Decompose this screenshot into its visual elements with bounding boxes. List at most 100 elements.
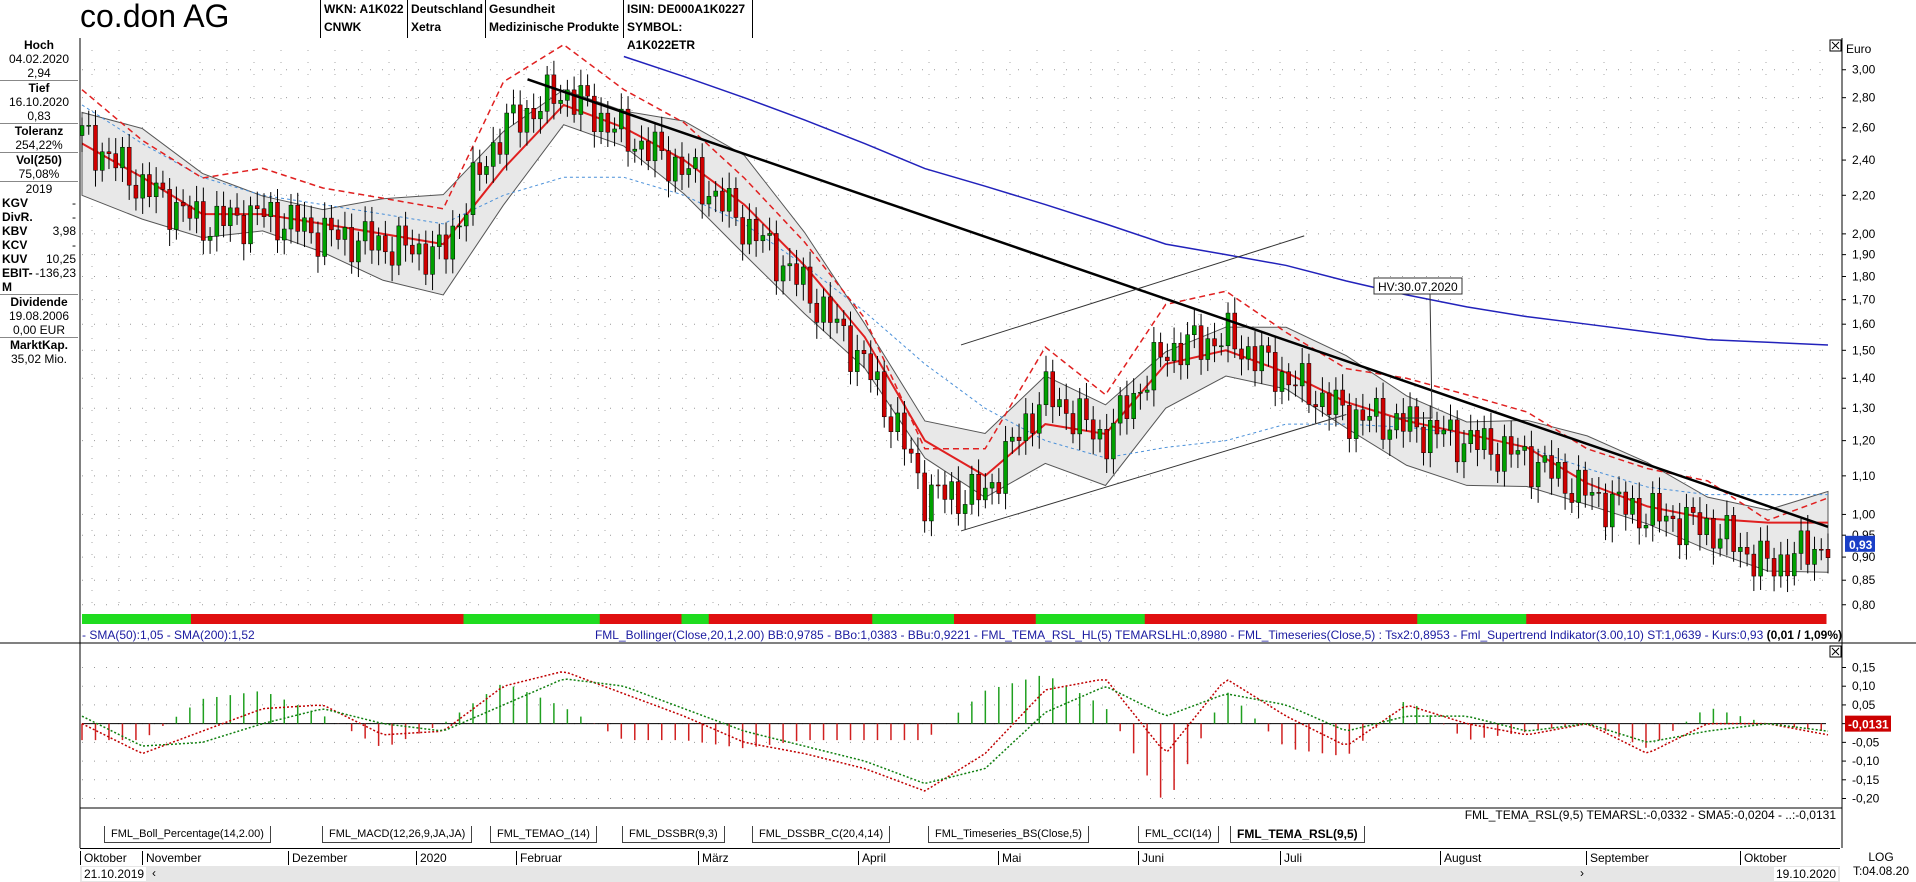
candle-body: [983, 487, 988, 501]
candle-body: [760, 235, 766, 242]
candle-body: [1771, 558, 1777, 577]
exchange-text: Xetra: [411, 20, 442, 34]
signal-segment: [817, 614, 846, 624]
candle-body: [1171, 342, 1177, 361]
month-label: August: [1440, 851, 1481, 865]
candle-body: [544, 74, 550, 112]
candle-body: [1792, 553, 1797, 577]
candle-body: [1785, 554, 1790, 577]
signal-segment: [1335, 614, 1364, 624]
log-scale-toggle[interactable]: LOG T:04.08.20: [1848, 848, 1914, 878]
candle-body: [79, 125, 85, 136]
dividende-label: Dividende: [0, 294, 78, 309]
candle-body: [1650, 493, 1655, 526]
candle-body: [1616, 491, 1622, 495]
candle-body: [1704, 517, 1709, 535]
kcv-value: -: [72, 238, 76, 252]
candle-body: [1508, 436, 1514, 455]
tab-macd[interactable]: FML_MACD(12,26,9,JA,JA): [322, 826, 473, 843]
candle-body: [605, 112, 611, 133]
candle-body: [1117, 395, 1123, 424]
candle-body: [1684, 507, 1689, 546]
signal-segment: [463, 614, 492, 624]
signal-segment: [245, 614, 274, 624]
tab-boll-percentage[interactable]: FML_Boll_Percentage(14,2.00): [104, 826, 271, 843]
candle-body: [113, 153, 118, 169]
close-icon[interactable]: [1829, 39, 1842, 52]
tab-timeseries-bs[interactable]: FML_Timeseries_BS(Close,5): [928, 826, 1089, 843]
scroll-right-icon[interactable]: ›: [1580, 866, 1584, 880]
tab-dssbr-c[interactable]: FML_DSSBR_C(20,4,14): [752, 826, 891, 843]
candle-body: [1219, 345, 1224, 348]
signal-segment: [1090, 614, 1118, 624]
candle-body: [875, 371, 880, 381]
signal-segment: [1717, 614, 1745, 624]
tab-tema-rsl[interactable]: FML_TEMA_RSL(9,5): [1230, 826, 1365, 843]
tab-temao[interactable]: FML_TEMAO_(14): [490, 826, 597, 843]
y-tick-label: -0,15: [1852, 773, 1880, 787]
candle-body: [693, 157, 698, 169]
kuv-value: 10,25: [45, 252, 76, 266]
hv-annotation: HV:30.07.2020: [1373, 277, 1463, 419]
candle-body: [652, 131, 658, 162]
candle-body: [1711, 517, 1716, 549]
dividende-date: 19.08.2006: [8, 309, 70, 323]
candle-body: [423, 243, 429, 275]
y-tick-label: 0,05: [1852, 698, 1876, 712]
candle-body: [1765, 540, 1770, 559]
candle-body: [1374, 398, 1379, 417]
tab-cci[interactable]: FML_CCI(14): [1138, 826, 1219, 843]
candle-body: [1313, 404, 1318, 408]
date-scrollbar[interactable]: 21.10.2019 ‹ › 19.10.2020: [80, 866, 1840, 882]
signal-segment: [599, 614, 628, 624]
candle-body: [942, 484, 948, 500]
y-tick-label: -0,20: [1852, 792, 1880, 806]
candle-body: [949, 481, 954, 500]
scroll-left-icon[interactable]: ‹: [152, 866, 156, 880]
oscillator-y-axis: 0,150,100,050,00-0,05-0,10-0,15-0,20-0,0…: [1842, 660, 1891, 806]
candle-body: [1299, 363, 1305, 387]
signal-segment: [1008, 614, 1037, 624]
candle-body: [1778, 554, 1784, 577]
signal-bar: [82, 614, 1827, 624]
bollinger-area: [81, 89, 1829, 573]
candle-body: [214, 205, 220, 237]
candle-body: [1010, 436, 1015, 442]
candle-body: [1643, 525, 1649, 529]
y-tick-label: 1,20: [1852, 434, 1876, 448]
close-icon[interactable]: [1829, 645, 1842, 658]
tief-label: Tief: [0, 80, 78, 95]
candle-body: [672, 156, 678, 182]
candle-body: [288, 204, 294, 230]
price-chart[interactable]: Euro 3,00 2,80 2,60 2,40 2,20 2,00 1,90 1,80 1,70…: [0, 0, 1916, 848]
month-label: Juli: [1280, 851, 1302, 865]
month-label: Februar: [516, 851, 562, 865]
candle-body: [1259, 345, 1264, 372]
time-axis: Oktober November Dezember 2020 Februar M…: [80, 848, 1840, 867]
candle-body: [322, 217, 327, 257]
candle-body: [1603, 492, 1608, 528]
candle-body: [1758, 540, 1763, 577]
kcv-row: KCV -: [0, 238, 78, 252]
header-wkn: WKN: A1K022 CNWK: [320, 0, 408, 38]
oscillator-legend: FML_TEMA_RSL(9,5) TEMARSL:-0,0332 - SMA5…: [1464, 808, 1836, 822]
candle-body: [160, 182, 166, 190]
y-tick-label: 0,80: [1852, 598, 1876, 612]
symbol-text: SYMBOL: A1K022ETR: [627, 20, 696, 52]
candle-body: [1562, 461, 1568, 494]
signal-segment: [627, 614, 655, 624]
candle-body: [1239, 348, 1244, 360]
candle-body: [1475, 430, 1480, 450]
toleranz-value: 254,22%: [15, 138, 63, 152]
candle-body: [1522, 446, 1527, 451]
candle-body: [1037, 404, 1042, 434]
signal-segment: [409, 614, 437, 624]
tab-dssbr[interactable]: FML_DSSBR(9,3): [622, 826, 725, 843]
candle-body: [1576, 469, 1581, 503]
signal-segment: [654, 614, 682, 624]
candle-body: [1178, 342, 1184, 366]
candle-body: [376, 235, 381, 251]
candle-body: [558, 100, 563, 104]
wkn-text: WKN: A1K022: [324, 2, 404, 16]
vol-value: 75,08%: [18, 167, 60, 181]
